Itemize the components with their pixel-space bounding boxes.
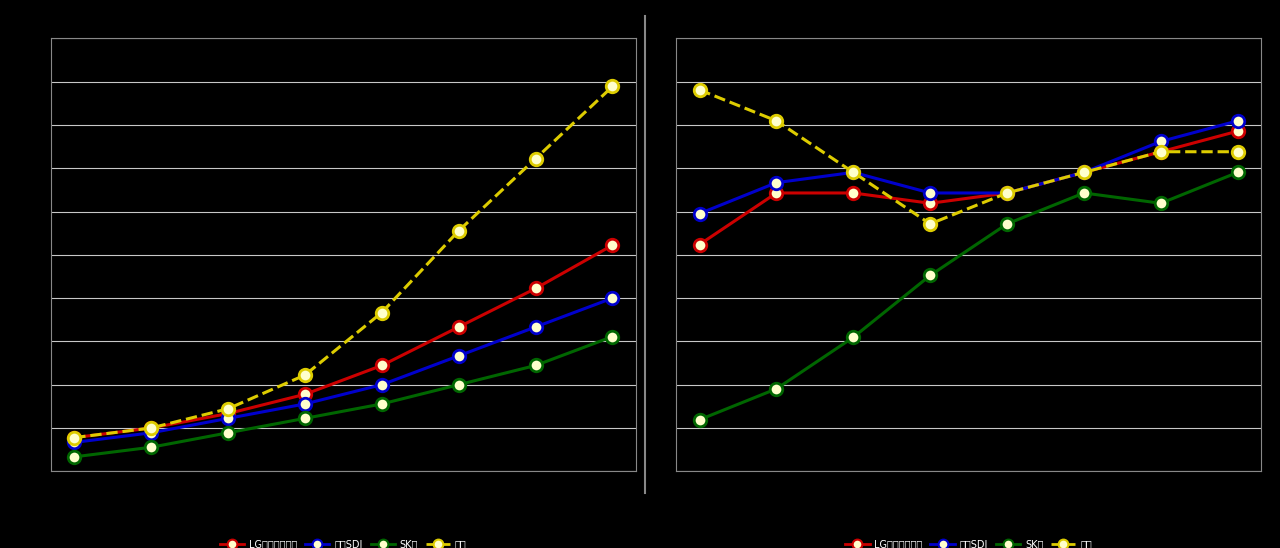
- Legend: LG에너지솔루션, 삼성SDI, SK온, 합계: LG에너지솔루션, 삼성SDI, SK온, 합계: [216, 535, 471, 548]
- Legend: LG에너지솔루션, 삼성SDI, SK온, 합계: LG에너지솔루션, 삼성SDI, SK온, 합계: [841, 535, 1096, 548]
